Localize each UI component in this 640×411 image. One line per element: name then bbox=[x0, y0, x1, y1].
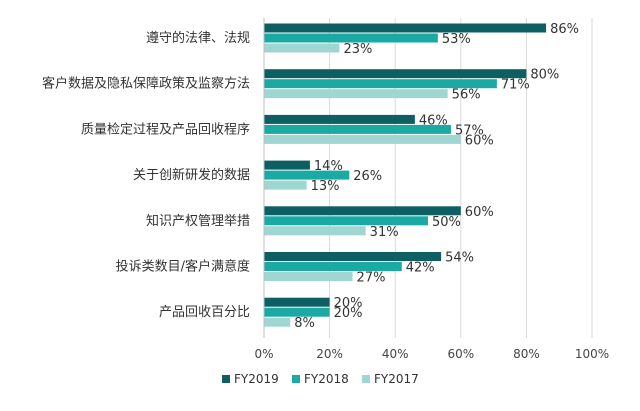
category-label: 客户数据及隐私保障政策及监察方法 bbox=[42, 76, 250, 92]
bar-fy2018 bbox=[264, 262, 402, 271]
bar-fy2017 bbox=[264, 43, 340, 53]
bar-layer bbox=[264, 23, 547, 327]
bar-fy2019 bbox=[264, 206, 461, 216]
x-tick-label: 0% bbox=[254, 347, 273, 361]
data-label: 71% bbox=[501, 78, 530, 93]
data-label: 80% bbox=[530, 68, 559, 83]
bar-fy2019 bbox=[264, 160, 310, 170]
x-tick-label: 60% bbox=[447, 347, 474, 361]
data-label: 8% bbox=[294, 316, 315, 331]
category-label: 质量检定过程及产品回收程序 bbox=[81, 122, 250, 137]
bar-fy2017 bbox=[264, 226, 366, 236]
data-label: 46% bbox=[419, 113, 448, 128]
legend-swatch bbox=[222, 375, 230, 383]
x-tick-label: 40% bbox=[382, 347, 409, 361]
data-label: 26% bbox=[353, 169, 382, 184]
category-label: 遵守的法律、法规 bbox=[146, 30, 250, 46]
data-label: 14% bbox=[314, 159, 343, 174]
data-label: 57% bbox=[455, 123, 484, 138]
category-label: 关于创新研发的数据 bbox=[133, 167, 250, 183]
data-label: 56% bbox=[452, 88, 481, 103]
bar-fy2019 bbox=[264, 114, 415, 124]
data-label: 54% bbox=[445, 251, 474, 266]
data-label: 20% bbox=[334, 306, 363, 321]
legend-swatch bbox=[362, 375, 370, 383]
x-tick-label: 20% bbox=[316, 347, 343, 361]
axis-layer: 0% 20% 40% 60% 80% 100% 遵守的法律、法规客户数据及隐私保障政策及监察… bbox=[42, 18, 609, 361]
legend-label: FY2018 bbox=[304, 372, 349, 386]
bar-fy2019 bbox=[264, 297, 330, 307]
bar-fy2018 bbox=[264, 170, 350, 180]
bar-fy2017 bbox=[264, 317, 291, 327]
data-label: 86% bbox=[550, 22, 579, 37]
category-label: 产品回收百分比 bbox=[159, 305, 250, 320]
category-label: 知识产权管理举措 bbox=[146, 213, 250, 229]
bar-fy2019 bbox=[264, 69, 527, 79]
bar-fy2017 bbox=[264, 134, 461, 144]
legend-label: FY2019 bbox=[234, 372, 279, 386]
label-layer: 86%53%23%80%71%56%46%57%60%14%26%13%60%5… bbox=[294, 22, 579, 331]
bar-fy2019 bbox=[264, 23, 547, 33]
legend-swatch bbox=[292, 375, 300, 383]
bar-fy2018 bbox=[264, 33, 438, 43]
data-label: 60% bbox=[465, 133, 494, 148]
x-tick-label: 80% bbox=[513, 347, 540, 361]
data-label: 53% bbox=[442, 32, 471, 47]
data-label: 31% bbox=[370, 225, 399, 240]
legend: FY2019 FY2018 FY2017 bbox=[222, 372, 419, 386]
bar-fy2018 bbox=[264, 124, 451, 134]
data-label: 60% bbox=[465, 205, 494, 220]
data-label: 42% bbox=[406, 261, 435, 276]
x-tick-label: 100% bbox=[575, 347, 609, 361]
bar-fy2018 bbox=[264, 216, 428, 226]
data-label: 20% bbox=[334, 296, 363, 311]
bar-fy2017 bbox=[264, 180, 307, 190]
bar-fy2017 bbox=[264, 272, 353, 281]
data-label: 13% bbox=[311, 179, 340, 194]
bar-fy2018 bbox=[264, 79, 497, 89]
legend-label: FY2017 bbox=[374, 372, 419, 386]
bar-fy2017 bbox=[264, 89, 448, 99]
bar-fy2019 bbox=[264, 252, 442, 261]
data-label: 27% bbox=[357, 271, 386, 286]
bar-fy2018 bbox=[264, 307, 330, 317]
data-label: 50% bbox=[432, 215, 461, 230]
data-label: 23% bbox=[343, 42, 372, 57]
category-label: 投诉类数目/客户满意度 bbox=[116, 259, 250, 275]
